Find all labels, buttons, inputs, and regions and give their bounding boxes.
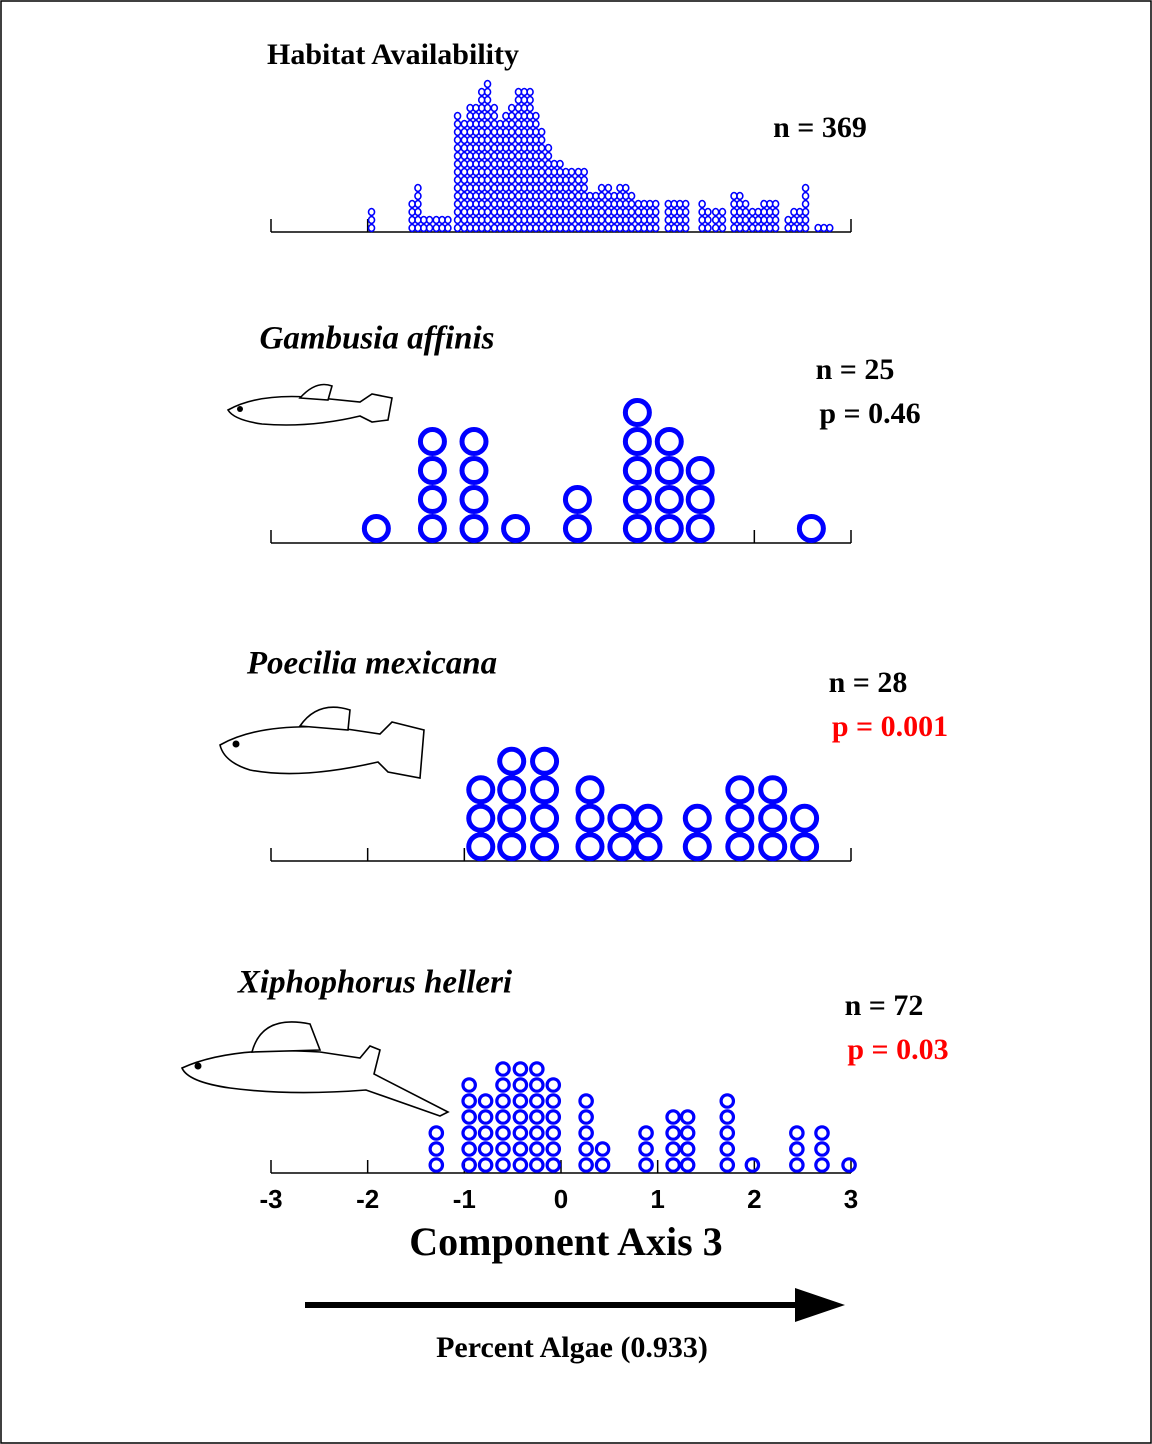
x-tick-label: 0: [554, 1184, 568, 1214]
chart: Habitat Availability n = 369 Gambusia affi…: [0, 0, 1152, 1444]
annotation: p = 0.46: [819, 397, 920, 430]
panel-title: Poecilia mexicana: [246, 646, 497, 682]
x-tick-label: -2: [356, 1184, 379, 1214]
panel-title: Gambusia affinis: [259, 321, 494, 357]
x-tick-label: -1: [453, 1184, 476, 1214]
annotation: n = 28: [829, 666, 908, 699]
x-axis-label: Component Axis 3: [409, 1219, 722, 1264]
panel-title: Xiphophorus helleri: [237, 965, 513, 1001]
annotation: n = 369: [773, 111, 867, 144]
x-tick-label: 3: [844, 1184, 858, 1214]
x-tick-label: -3: [259, 1184, 282, 1214]
annotation: n = 72: [845, 989, 924, 1022]
annotation: p = 0.001: [832, 710, 948, 743]
x-tick-label: 2: [747, 1184, 761, 1214]
arrow-label: Percent Algae (0.933): [436, 1331, 708, 1364]
panel-title: Habitat Availability: [267, 38, 519, 71]
x-tick-label: 1: [650, 1184, 664, 1214]
annotation: p = 0.03: [847, 1033, 948, 1066]
annotation: n = 25: [816, 353, 895, 386]
